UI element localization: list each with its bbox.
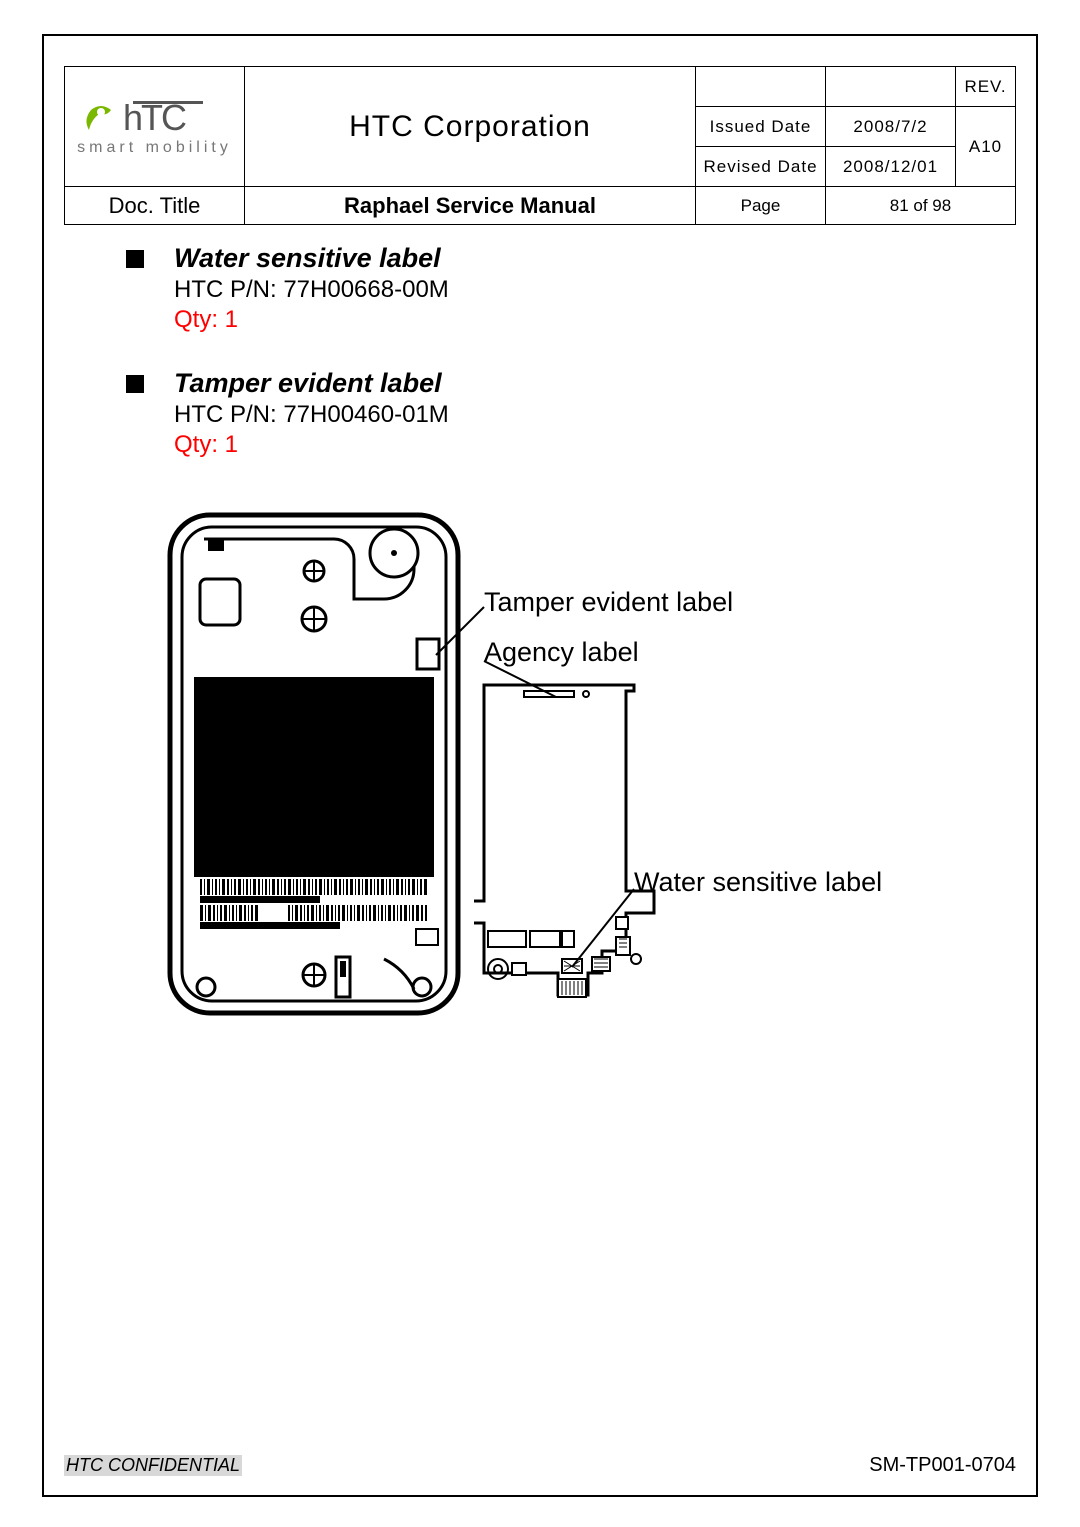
callout-water: Water sensitive label [634, 867, 882, 898]
bullet-icon [126, 375, 144, 393]
company-name: HTC Corporation [245, 67, 696, 187]
phone-back-drawing [164, 509, 464, 1019]
content-list: Water sensitive label HTC P/N: 77H00668-… [64, 225, 1016, 1049]
confidential-label: HTC CONFIDENTIAL [64, 1455, 242, 1476]
item-pn: HTC P/N: 77H00460-01M [174, 401, 946, 429]
list-item: Tamper evident label HTC P/N: 77H00460-0… [174, 368, 946, 459]
doc-title-label: Doc. Title [65, 187, 245, 225]
item-title: Water sensitive label [174, 243, 441, 274]
issued-date-label: Issued Date [696, 107, 826, 147]
htc-logo-text: hTC [123, 98, 229, 138]
rev-label: REV. [956, 67, 1016, 107]
logo-tagline: smart mobility [77, 140, 232, 156]
revised-date-label: Revised Date [696, 147, 826, 187]
logo-cell: hTC smart mobility [65, 67, 245, 187]
htc-logo-icon [81, 100, 117, 136]
diagram: Tamper evident label Agency label Water … [164, 509, 946, 1049]
item-title: Tamper evident label [174, 368, 442, 399]
callout-tamper: Tamper evident label [484, 587, 733, 618]
item-qty: Qty: 1 [174, 431, 946, 459]
pcb-drawing [474, 679, 664, 1009]
revised-date: 2008/12/01 [826, 147, 956, 187]
doc-title: Raphael Service Manual [245, 187, 696, 225]
page-value: 81 of 98 [826, 187, 1016, 225]
doc-number: SM-TP001-0704 [869, 1454, 1016, 1477]
item-qty: Qty: 1 [174, 306, 946, 334]
page-label: Page [696, 187, 826, 225]
blank-cell-2 [826, 67, 956, 107]
footer: HTC CONFIDENTIAL SM-TP001-0704 [64, 1454, 1016, 1477]
htc-logo: hTC smart mobility [65, 98, 244, 156]
blank-cell [696, 67, 826, 107]
item-pn: HTC P/N: 77H00668-00M [174, 276, 946, 304]
callout-agency: Agency label [484, 637, 639, 668]
rev-value: A10 [956, 107, 1016, 187]
header-table: hTC smart mobility HTC Corporation REV. … [64, 66, 1016, 225]
issued-date: 2008/7/2 [826, 107, 956, 147]
bullet-icon [126, 250, 144, 268]
list-item: Water sensitive label HTC P/N: 77H00668-… [174, 243, 946, 334]
